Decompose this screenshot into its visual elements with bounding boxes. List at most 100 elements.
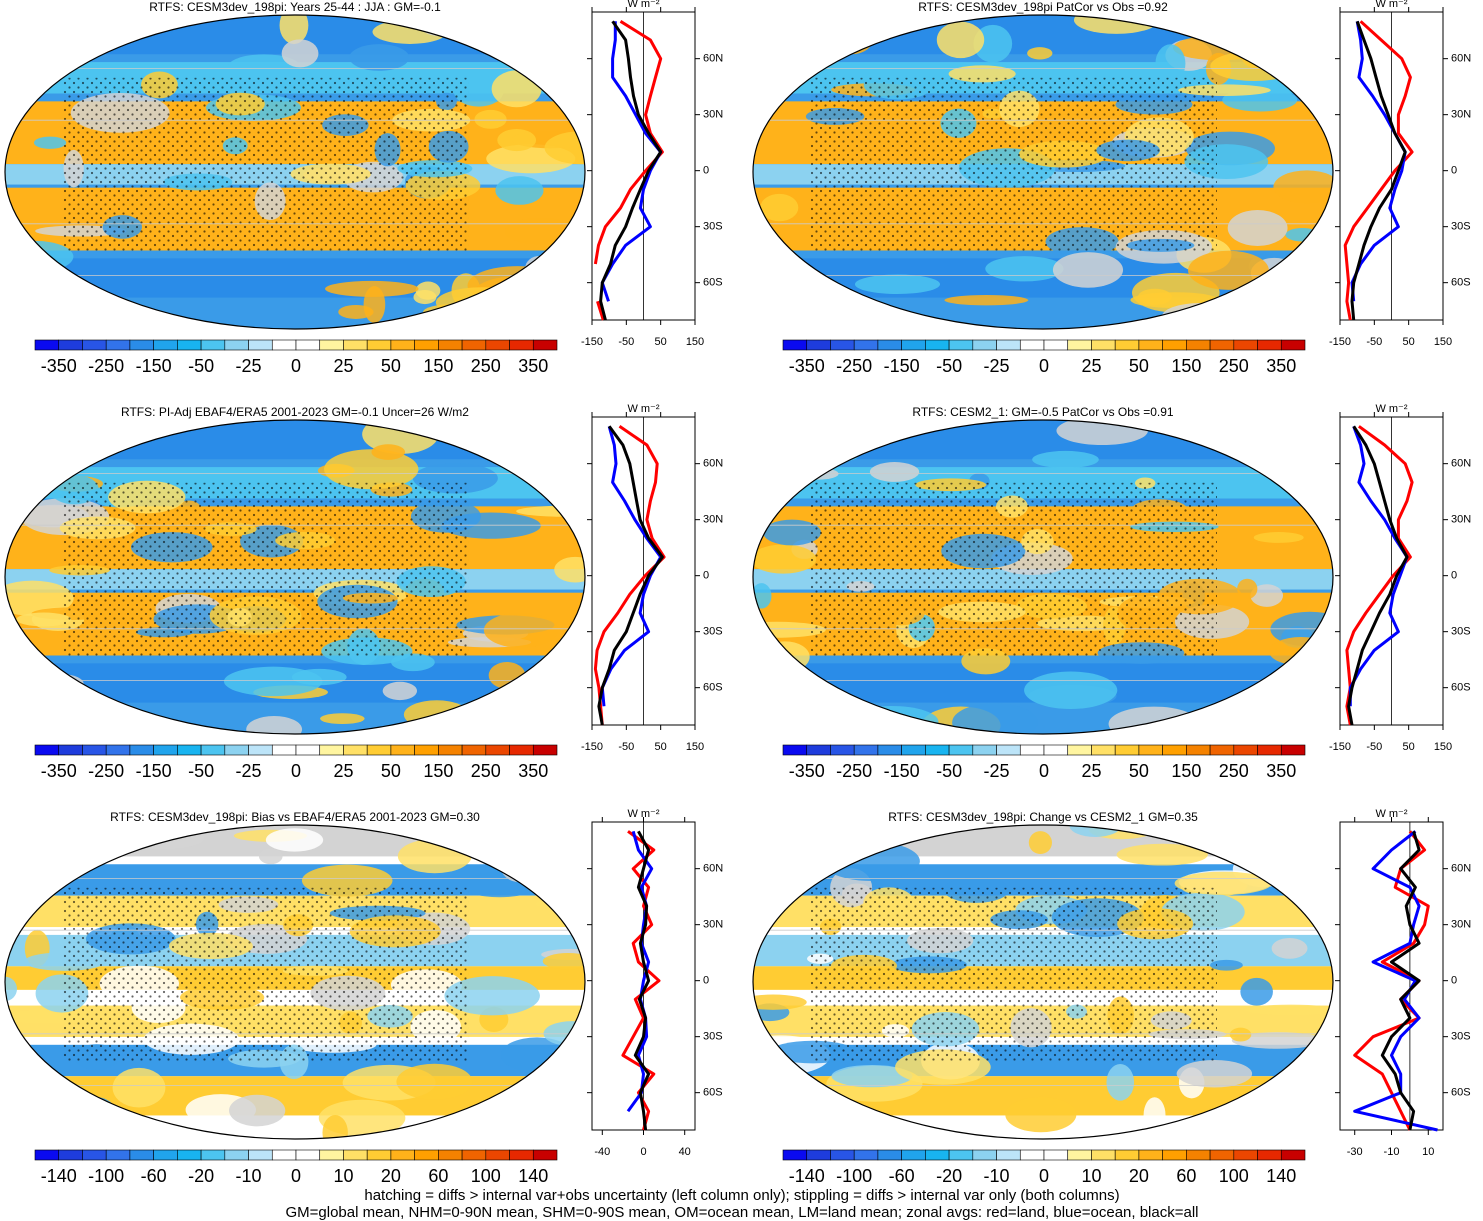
colorbar-box xyxy=(901,339,926,351)
colorbar-box xyxy=(1209,1149,1235,1161)
map-patch xyxy=(952,703,1038,734)
map-patch xyxy=(1293,68,1333,91)
colorbar-label: 0 xyxy=(1039,1166,1049,1186)
colorbar-label: 250 xyxy=(471,761,501,781)
colorbar-box xyxy=(1280,339,1306,351)
map-patch xyxy=(112,1067,166,1108)
colorbar-box xyxy=(1091,1149,1116,1161)
colorbar-box xyxy=(1019,339,1045,351)
colorbar-box xyxy=(532,339,558,351)
colorbar-label: -150 xyxy=(136,761,172,781)
map-field xyxy=(5,825,585,1139)
map-patch xyxy=(753,51,780,62)
map-title: RTFS: CESM3dev_198pi: Change vs CESM2_1 … xyxy=(888,810,1198,824)
map-patch xyxy=(1286,846,1333,874)
colorbar-box xyxy=(224,744,249,756)
zonal-line xyxy=(599,20,663,321)
map-patch xyxy=(423,304,482,320)
colorbar-box xyxy=(1067,339,1092,351)
y-tick-label: 60N xyxy=(1451,458,1471,470)
map-patch xyxy=(554,556,585,583)
y-tick-label: 60S xyxy=(1451,277,1471,289)
map-patch xyxy=(516,505,585,517)
y-tick-label: 30S xyxy=(1451,1031,1471,1043)
zonal-line xyxy=(1343,20,1414,321)
x-tick-label: -50 xyxy=(618,336,634,348)
map-patch xyxy=(821,841,920,881)
y-tick-label: 30S xyxy=(1451,221,1471,233)
colorbar-box xyxy=(853,744,879,756)
map-patch xyxy=(760,641,810,673)
colorbar-box xyxy=(390,1149,415,1161)
colorbar-label: 25 xyxy=(1081,761,1101,781)
colorbar-box xyxy=(34,339,60,351)
colorbar-box xyxy=(509,744,534,756)
colorbar-box xyxy=(1280,744,1306,756)
colorbar-label: 150 xyxy=(1171,761,1201,781)
map-patch xyxy=(869,462,920,482)
map-patch xyxy=(839,15,897,38)
colorbar-box xyxy=(366,1149,392,1161)
colorbar-box xyxy=(948,1149,974,1161)
map-patch xyxy=(520,15,585,37)
colorbar-box xyxy=(248,339,273,351)
units-label: W m⁻² xyxy=(627,403,659,415)
x-tick-label: 50 xyxy=(655,336,667,348)
map-patch xyxy=(5,1047,32,1063)
map-patch xyxy=(1276,1071,1333,1110)
colorbar-label: -50 xyxy=(188,761,214,781)
map-patch xyxy=(5,662,60,696)
colorbar-label: 60 xyxy=(1176,1166,1196,1186)
colorbar-label: -250 xyxy=(88,356,124,376)
colorbar-label: 150 xyxy=(423,356,453,376)
colorbar-box xyxy=(1209,744,1235,756)
colorbar-label: 250 xyxy=(471,356,501,376)
y-tick-label: 30S xyxy=(703,1031,723,1043)
colorbar-label: 25 xyxy=(333,761,353,781)
colorbar-box xyxy=(806,1149,831,1161)
map-field xyxy=(753,420,1333,734)
colorbar-box xyxy=(532,744,558,756)
map-patch xyxy=(547,76,585,92)
map-outline xyxy=(752,14,1334,330)
map-patch xyxy=(822,1110,851,1139)
colorbar-label: -350 xyxy=(789,761,825,781)
units-label: W m⁻² xyxy=(1375,808,1407,820)
map-patch xyxy=(1032,450,1099,469)
map-patch xyxy=(1176,1059,1253,1088)
colorbar-box xyxy=(509,339,534,351)
x-tick-label: 150 xyxy=(1434,741,1452,753)
map-patch xyxy=(5,580,74,616)
colorbar-label: -20 xyxy=(188,1166,214,1186)
map-patch xyxy=(753,670,820,694)
colorbar-box xyxy=(1257,339,1282,351)
colorbar-box xyxy=(129,744,154,756)
units-label: W m⁻² xyxy=(627,808,659,820)
colorbar-box xyxy=(1091,744,1116,756)
map-patch xyxy=(1106,1063,1135,1101)
map-patch xyxy=(227,54,301,80)
colorbar-box xyxy=(877,339,902,351)
colorbar-box xyxy=(200,744,226,756)
colorbar-box xyxy=(972,744,997,756)
colorbar-label: 150 xyxy=(1171,356,1201,376)
map-patch xyxy=(1242,420,1333,439)
map-patch xyxy=(1245,1004,1333,1016)
colorbar-box xyxy=(438,339,463,351)
y-tick-label: 30N xyxy=(1451,919,1471,931)
colorbar-box xyxy=(343,339,368,351)
colorbar-label: 350 xyxy=(518,356,548,376)
colorbar-label: 25 xyxy=(333,356,353,376)
map-patch xyxy=(830,24,873,55)
map-patch xyxy=(474,109,507,129)
map-patch xyxy=(789,692,864,724)
colorbar-box xyxy=(248,1149,273,1161)
colorbar-label: 50 xyxy=(381,761,401,781)
colorbar-box xyxy=(925,744,950,756)
colorbar-box xyxy=(830,1149,855,1161)
colorbar-box xyxy=(319,744,344,756)
colorbar-box xyxy=(34,1149,60,1161)
colorbar-label: -60 xyxy=(889,1166,915,1186)
x-tick-label: 40 xyxy=(679,1146,691,1158)
colorbar-box xyxy=(295,339,321,351)
